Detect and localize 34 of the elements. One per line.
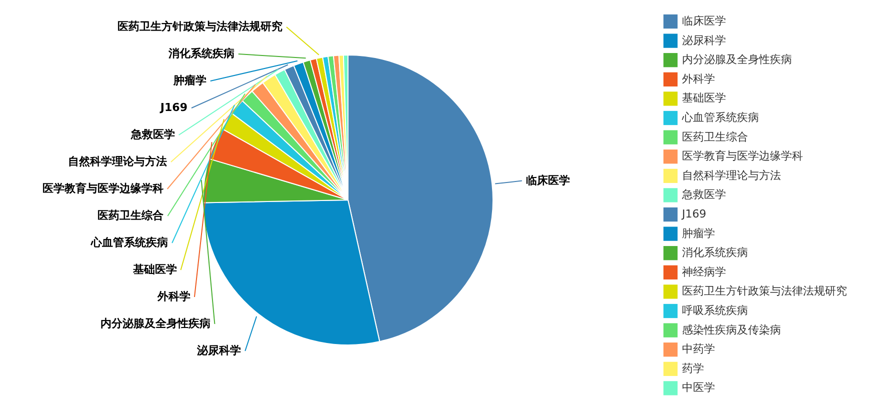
slice-label: 医学教育与医学边缘学科 (42, 182, 164, 195)
slice-label: 外科学 (156, 290, 190, 303)
legend-label: 中医学 (682, 381, 715, 394)
legend-label: J169 (681, 208, 706, 220)
slice-label: 自然科学理论与方法 (68, 155, 167, 168)
slice-label: 基础医学 (132, 263, 177, 276)
legend-label: 医药卫生方针政策与法律法规研究 (682, 284, 847, 298)
slice-label: 消化系统疾病 (167, 47, 234, 60)
slice-label: 临床医学 (526, 174, 570, 187)
legend-label: 心血管系统疾病 (681, 111, 759, 124)
legend-label: 外科学 (682, 72, 715, 86)
legend-label: 呼吸系统疾病 (682, 304, 748, 317)
legend-label: 内分泌腺及全身性疾病 (682, 53, 792, 66)
legend-label: 感染性疾病及传染病 (682, 323, 781, 336)
legend-label: 药学 (682, 362, 704, 375)
legend-label: 急救医学 (681, 188, 726, 202)
legend-label: 神经病学 (682, 265, 726, 278)
legend-label: 医学教育与医学边缘学科 (682, 150, 803, 163)
slice-label: J169 (159, 101, 188, 114)
slice-label: 内分泌腺及全身性疾病 (100, 317, 211, 330)
legend-label: 基础医学 (682, 92, 726, 105)
legend-label: 泌尿科学 (682, 34, 726, 47)
slice-label: 医药卫生综合 (98, 209, 165, 222)
slice-label: 急救医学 (130, 128, 175, 141)
legend-label: 医药卫生综合 (682, 130, 748, 144)
legend-label: 自然科学理论与方法 (682, 168, 781, 182)
legend-label: 消化系统疾病 (682, 246, 748, 260)
slice-label: 泌尿科学 (196, 344, 242, 357)
legend-label: 临床医学 (682, 14, 726, 28)
slice-label: 医药卫生方针政策与法律法规研究 (117, 20, 282, 33)
slice-label: 肿瘤学 (172, 74, 206, 87)
legend-label: 肿瘤学 (682, 226, 715, 240)
legend-label: 中药学 (682, 342, 715, 356)
slice-label: 心血管系统疾病 (90, 236, 168, 249)
